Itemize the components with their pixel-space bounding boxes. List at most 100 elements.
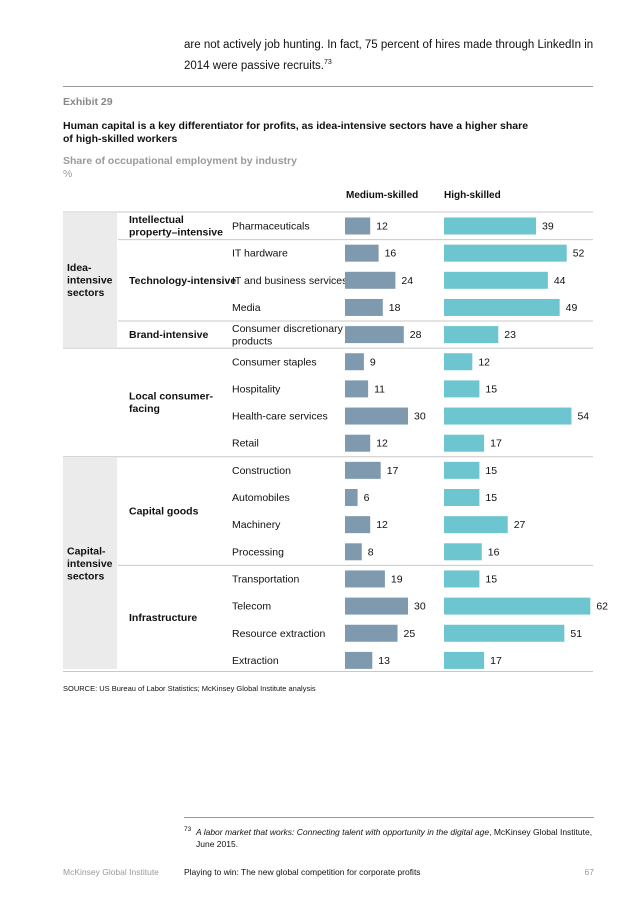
value-label-medium-skilled: 18 — [389, 302, 401, 314]
sector-block — [63, 457, 117, 669]
value-label-medium-skilled: 19 — [391, 573, 403, 585]
value-label-high-skilled: 23 — [504, 329, 516, 341]
source-note: SOURCE: US Bureau of Labor Statistics; M… — [63, 684, 316, 693]
value-label-medium-skilled: 12 — [376, 438, 388, 450]
value-label-high-skilled: 27 — [514, 519, 526, 531]
value-label-high-skilled: 44 — [554, 275, 566, 287]
footer-page-number: 67 — [584, 867, 594, 877]
category-label: IT hardware — [232, 248, 288, 260]
category-label: Retail — [232, 438, 259, 450]
bar-medium-skilled — [345, 624, 398, 642]
bar-high-skilled — [444, 326, 499, 344]
value-label-high-skilled: 62 — [596, 601, 608, 613]
value-label-medium-skilled: 16 — [385, 248, 397, 260]
bar-medium-skilled — [345, 461, 381, 479]
value-label-medium-skilled: 25 — [404, 628, 416, 640]
value-label-high-skilled: 15 — [485, 492, 497, 504]
category-label: IT and business services — [232, 275, 347, 287]
top-rule — [63, 86, 593, 87]
value-label-medium-skilled: 13 — [378, 655, 390, 667]
value-label-high-skilled: 54 — [577, 411, 589, 423]
category-label: Consumer staples — [232, 356, 317, 368]
value-label-medium-skilled: 9 — [370, 356, 376, 368]
value-label-medium-skilled: 28 — [410, 329, 422, 341]
intro-text: are not actively job hunting. In fact, 7… — [184, 39, 594, 72]
bar-high-skilled — [444, 353, 473, 371]
group-label: Technology-intensive — [129, 275, 236, 287]
intro-paragraph: are not actively job hunting. In fact, 7… — [184, 36, 604, 75]
footer-publisher: McKinsey Global Institute — [63, 867, 159, 877]
category-label: Media — [232, 302, 261, 314]
value-label-medium-skilled: 17 — [387, 465, 399, 477]
value-label-medium-skilled: 11 — [374, 383, 385, 395]
intro-footnote-ref: 73 — [323, 59, 332, 66]
category-label: Automobiles — [232, 492, 290, 504]
footer-report-title: Playing to win: The new global competiti… — [184, 867, 421, 877]
value-label-high-skilled: 15 — [485, 383, 497, 395]
category-label: Pharmaceuticals — [232, 221, 310, 233]
bar-high-skilled — [444, 244, 567, 262]
chart-bottom-rule — [63, 671, 593, 672]
category-label: Resource extraction — [232, 628, 326, 640]
bar-medium-skilled — [345, 326, 404, 344]
group-label: Intellectual property–intensive — [129, 214, 223, 239]
bar-high-skilled — [444, 217, 537, 235]
bar-medium-skilled — [345, 271, 396, 289]
chart-subtitle: Share of occupational employment by indu… — [63, 155, 297, 167]
bar-high-skilled — [444, 434, 485, 452]
value-label-high-skilled: 12 — [478, 356, 490, 368]
value-label-high-skilled: 16 — [488, 546, 500, 558]
group-label: Infrastructure — [129, 612, 197, 624]
value-label-high-skilled: 52 — [573, 248, 585, 260]
value-label-high-skilled: 17 — [490, 438, 502, 450]
value-label-high-skilled: 51 — [570, 628, 582, 640]
footnote-rule — [184, 817, 594, 818]
bar-medium-skilled — [345, 516, 371, 534]
category-label: Machinery — [232, 519, 281, 531]
value-label-medium-skilled: 8 — [368, 546, 374, 558]
bar-medium-skilled — [345, 298, 383, 316]
value-label-medium-skilled: 30 — [414, 411, 426, 423]
category-label: Extraction — [232, 655, 279, 667]
bar-medium-skilled — [345, 543, 362, 561]
sector-block — [63, 213, 117, 348]
bar-high-skilled — [444, 407, 572, 425]
category-label: Consumer discretionary products — [232, 323, 344, 348]
bar-high-skilled — [444, 516, 508, 534]
footnote-number: 73 — [184, 826, 192, 833]
category-label: Processing — [232, 546, 284, 558]
bar-high-skilled — [444, 298, 560, 316]
footnote-rest: , McKinsey Global Institute, June 2015. — [196, 827, 593, 849]
value-label-high-skilled: 17 — [490, 655, 502, 667]
value-label-high-skilled: 39 — [542, 221, 554, 233]
category-label: Health-care services — [232, 411, 328, 423]
bar-high-skilled — [444, 651, 485, 669]
bar-medium-skilled — [345, 407, 408, 425]
bar-high-skilled — [444, 489, 480, 506]
footnote: 73 A labor market that works: Connecting… — [184, 826, 594, 850]
category-label: Telecom — [232, 601, 271, 613]
group-label: Local consumer-facing — [129, 391, 214, 416]
sector-label: Capital-intensive sectors — [67, 545, 113, 582]
exhibit-title: Human capital is a key differentiator fo… — [63, 120, 529, 145]
category-label: Transportation — [232, 573, 299, 585]
bar-medium-skilled — [345, 489, 358, 506]
bar-medium-skilled — [345, 651, 373, 669]
column-header-high-skilled: High-skilled — [444, 190, 501, 201]
value-label-medium-skilled: 6 — [364, 492, 370, 504]
footnote-title: A labor market that works: Connecting ta… — [196, 827, 490, 837]
value-label-high-skilled: 49 — [566, 302, 578, 314]
bar-high-skilled — [444, 543, 482, 561]
exhibit-label: Exhibit 29 — [63, 96, 113, 108]
bar-high-skilled — [444, 271, 548, 289]
value-label-medium-skilled: 12 — [376, 221, 388, 233]
bar-medium-skilled — [345, 570, 385, 588]
bar-medium-skilled — [345, 434, 371, 452]
bar-medium-skilled — [345, 380, 369, 398]
bar-high-skilled — [444, 624, 565, 642]
bar-medium-skilled — [345, 244, 379, 262]
bar-high-skilled — [444, 570, 480, 588]
value-label-high-skilled: 15 — [485, 465, 497, 477]
sector-label: Idea-intensive sectors — [67, 262, 113, 299]
chart-unit: % — [63, 168, 73, 180]
